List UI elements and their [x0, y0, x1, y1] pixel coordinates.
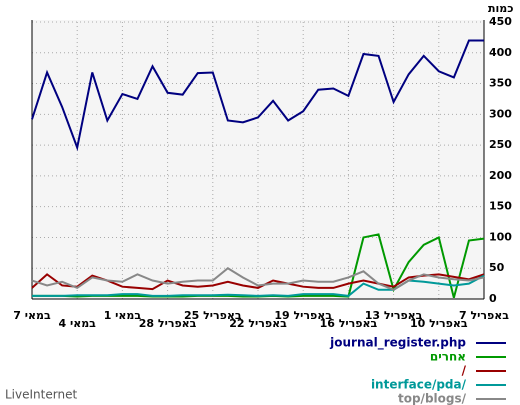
footer: LiveInternet [5, 388, 77, 402]
x-tick-label: 25 באפריל [184, 309, 242, 322]
y-axis-label: כמות [488, 2, 513, 15]
y-tick-label: 400 [489, 46, 512, 59]
legend-label: interface/pda/ [371, 378, 467, 392]
x-tick-label: 4 במאי [58, 317, 96, 330]
y-tick-label: 200 [489, 169, 512, 182]
plot-area [32, 20, 484, 299]
y-tick-label: 300 [489, 107, 512, 120]
x-tick-label: 16 באפריל [320, 317, 378, 330]
x-tick-label: 10 באפריל [410, 317, 468, 330]
x-tick-label: 22 באפריל [229, 317, 287, 330]
y-tick-label: 250 [489, 138, 512, 151]
x-tick-label: 7 באפריל [459, 309, 509, 322]
y-tick-label: 50 [489, 261, 505, 274]
x-tick-label: 1 במאי [104, 309, 142, 322]
x-tick-label: 19 באפריל [274, 309, 332, 322]
legend-label: journal_register.php [329, 336, 466, 351]
x-tick-label: 28 באפריל [139, 317, 197, 330]
y-tick-label: 0 [489, 292, 497, 305]
y-tick-label: 100 [489, 230, 512, 243]
y-tick-label: 350 [489, 77, 512, 90]
x-tick-label: 7 במאי [13, 309, 51, 322]
legend-label: top/blogs/ [398, 392, 467, 405]
x-tick-label: 13 באפריל [365, 309, 423, 322]
series-line [31, 39, 484, 152]
legend-label: אחרים [430, 350, 466, 364]
legend-label: / [462, 364, 467, 378]
y-tick-label: 450 [489, 15, 512, 28]
y-tick-label: 150 [489, 200, 512, 213]
series-line [31, 266, 485, 291]
